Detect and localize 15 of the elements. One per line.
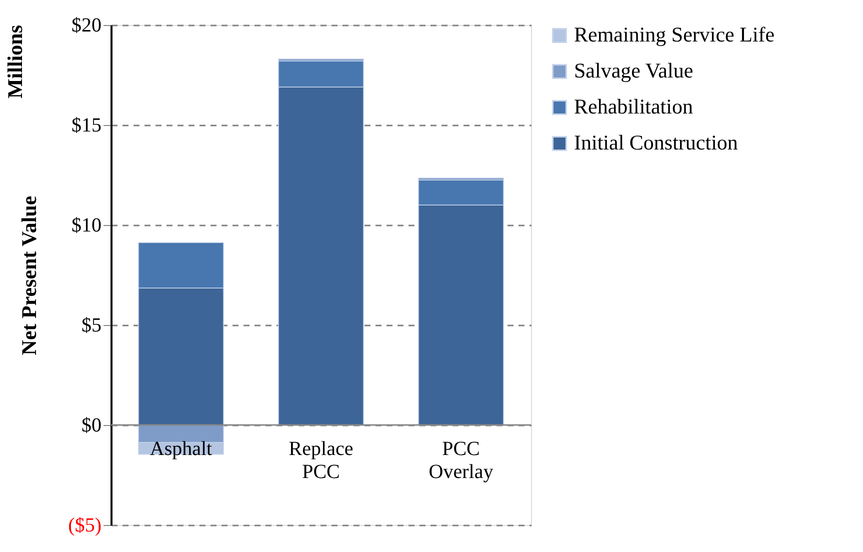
legend-label: Initial Construction [574,130,738,154]
legend-label: Remaining Service Life [574,22,775,46]
legend-label: Rehabilitation [574,94,694,118]
x-tick-label: Replace PCC [288,438,354,483]
text: Millions [3,25,27,99]
x-tick-label: Asphalt [150,438,213,460]
y-tick-label: ($5) [68,514,102,536]
y-tick-label: $10 [72,214,102,236]
y-tick-label: $0 [82,414,102,436]
x-tick-label: PCC Overlay [428,438,494,483]
y-tick-label: $20 [72,14,102,36]
y-tick-label: $5 [82,314,102,336]
y-axis-title: Net Present Value [17,196,42,356]
legend-label: Salvage Value [574,58,694,82]
y-tick-label: $15 [72,114,102,136]
